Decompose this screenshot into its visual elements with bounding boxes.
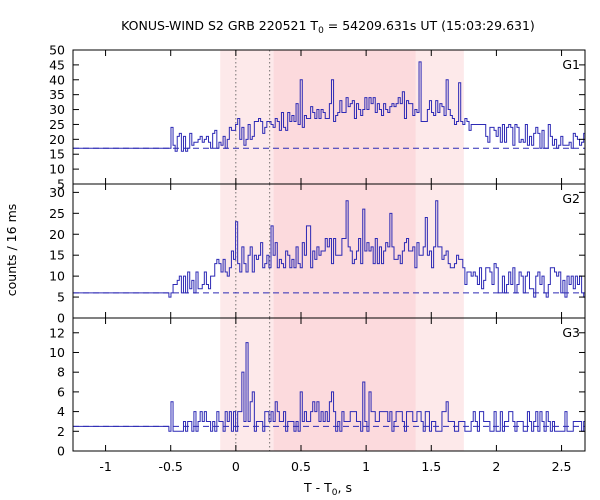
y-tick-label: 2 <box>57 424 65 439</box>
x-tick-label: 2 <box>492 459 500 474</box>
x-tick-label: 0.5 <box>291 459 311 474</box>
x-tick-label: 0 <box>232 459 240 474</box>
y-tick-label: 30 <box>49 185 65 200</box>
panel-g3: 0 2 4 6 8 10 12 G3 <box>49 317 586 459</box>
light-curve-g1 <box>73 61 585 152</box>
light-curve-g3 <box>73 342 585 432</box>
shaded-interval-2 <box>273 184 416 318</box>
panel-g2: 0 5 10 15 20 25 30 G2 <box>49 183 586 326</box>
chart-title: KONUS-WIND S2 GRB 220521 T0 = 54209.631s… <box>121 18 535 36</box>
y-tick-label: 0 <box>57 444 65 459</box>
light-curve-g2 <box>73 200 585 298</box>
y-tick-label: 20 <box>49 227 65 242</box>
y-tick-label: 6 <box>57 384 65 399</box>
y-tick-label: 15 <box>49 248 65 263</box>
x-tick-label: 1.5 <box>421 459 441 474</box>
y-tick-label: 5 <box>57 177 65 192</box>
y-axis-label: counts / 16 ms <box>4 204 19 297</box>
y-tick-label: 20 <box>49 132 65 147</box>
y-tick-label: 8 <box>57 365 65 380</box>
x-axis-label: T - T0, s <box>303 480 352 498</box>
x-tick-label: 1 <box>362 459 370 474</box>
shaded-interval-2 <box>273 50 416 184</box>
y-tick-label: 45 <box>49 57 65 72</box>
y-tick-label: 5 <box>57 290 65 305</box>
y-tick-label: 10 <box>49 162 65 177</box>
y-tick-label: 25 <box>49 117 65 132</box>
panel-label: G2 <box>562 191 580 206</box>
y-tick-label: 30 <box>49 102 65 117</box>
x-tick-label: -1 <box>99 459 111 474</box>
y-tick-label: 25 <box>49 206 65 221</box>
y-tick-label: 10 <box>49 269 65 284</box>
y-tick-label: 35 <box>49 87 65 102</box>
y-tick-label: 0 <box>57 311 65 326</box>
panel-frame <box>72 317 586 452</box>
y-tick-label: 4 <box>57 404 65 419</box>
y-tick-label: 15 <box>49 147 65 162</box>
panel-label: G1 <box>562 57 580 72</box>
y-tick-label: 12 <box>49 325 65 340</box>
y-tick-label: 50 <box>49 43 65 58</box>
y-tick-label: 10 <box>49 345 65 360</box>
x-tick-label: -0.5 <box>159 459 183 474</box>
y-tick-label: 40 <box>49 72 65 87</box>
panel-label: G3 <box>562 325 580 340</box>
x-tick-label: 2.5 <box>552 459 572 474</box>
